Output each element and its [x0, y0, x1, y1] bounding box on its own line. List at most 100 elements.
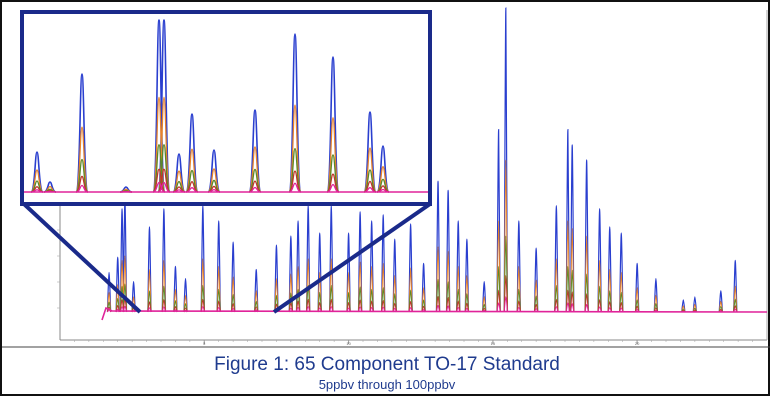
inset-peak-s4-11	[326, 183, 340, 193]
peak-s2-6	[161, 285, 166, 313]
peak-s2-7	[173, 300, 178, 313]
peak-s1-39	[597, 259, 602, 313]
peak-s0-30	[482, 280, 487, 313]
peak-s4-35	[554, 306, 559, 313]
peak-s2-43	[653, 303, 658, 313]
peak-s0-38	[584, 159, 589, 313]
peak-s2-12	[254, 300, 259, 313]
peak-s0-27	[445, 189, 451, 313]
inset-peak-s3-9	[248, 180, 262, 193]
peak-s1-20	[358, 261, 363, 313]
peak-s1-22	[381, 262, 386, 313]
peak-s2-13	[274, 294, 279, 313]
peak-s0-33	[516, 220, 522, 313]
inset-peak-s2-0	[30, 180, 44, 193]
peak-s4-11	[231, 308, 236, 313]
inset-peak-s1-12	[363, 147, 377, 193]
peak-s4-39	[597, 306, 602, 313]
peak-s4-18	[329, 306, 334, 313]
peak-s1-3	[122, 255, 128, 313]
inset-peak-s2-13	[376, 178, 390, 193]
peak-s0-13	[274, 244, 279, 313]
peak-s1-30	[482, 296, 487, 313]
peak-s1-9	[200, 258, 205, 313]
inset-peak-s4-5	[157, 181, 171, 193]
peak-s4-28	[456, 306, 461, 313]
peak-s0-42	[634, 262, 640, 313]
peak-s3-5	[147, 301, 152, 313]
peak-s1-2	[119, 259, 125, 313]
peak-s1-6	[161, 259, 166, 313]
peak-s0-26	[435, 180, 441, 313]
zoom-connector-left	[22, 202, 142, 314]
peak-s3-40	[607, 301, 612, 313]
peak-s1-38	[584, 235, 589, 313]
peak-s0-35	[554, 204, 559, 313]
peak-s3-12	[254, 306, 259, 313]
peak-s0-23	[392, 238, 397, 313]
peak-s4-6	[161, 306, 166, 313]
peak-s1-32	[503, 159, 508, 313]
peak-s0-21	[369, 220, 374, 313]
peak-s1-21	[369, 265, 374, 313]
peak-s3-39	[597, 299, 602, 313]
peak-s3-36	[565, 289, 570, 313]
peak-s4-27	[446, 305, 451, 313]
peak-s2-33	[516, 288, 521, 313]
peak-s4-21	[369, 306, 374, 313]
peak-s0-15	[295, 220, 301, 313]
peak-s2-0	[106, 301, 112, 313]
inset-peak-s2-9	[248, 168, 262, 193]
peak-s3-41	[619, 302, 624, 313]
peak-s1-29	[464, 275, 469, 313]
peak-s3-20	[358, 299, 363, 313]
inset-peak-s4-4	[152, 181, 166, 193]
peak-s2-23	[392, 293, 397, 313]
peak-s3-7	[173, 306, 178, 313]
peak-s1-15	[295, 265, 301, 313]
peak-s2-30	[482, 303, 487, 313]
inset-peak-s1-4	[152, 96, 166, 193]
inset-peak-s1-0	[30, 169, 44, 193]
peak-s1-1	[115, 284, 120, 313]
inset-peak-s3-2	[75, 175, 89, 193]
peak-s4-33	[516, 306, 521, 313]
peak-s3-27	[446, 296, 451, 313]
peak-s3-17	[317, 302, 322, 313]
peak-s3-21	[369, 300, 374, 313]
peak-s4-36	[565, 302, 570, 313]
peak-s0-1	[115, 256, 120, 313]
peak-s2-31	[496, 265, 501, 313]
inset-chromatogram	[24, 19, 428, 193]
peak-s0-4	[131, 280, 136, 313]
peak-s2-9	[200, 284, 205, 313]
peak-s4-19	[346, 307, 351, 313]
figure-caption-subtitle: 5ppbv through 100ppbv	[318, 377, 456, 392]
inset-peak-s1-5	[157, 96, 171, 193]
peak-s2-19	[346, 291, 351, 313]
chromatogram-chart: 5 10 15 20	[2, 7, 770, 348]
peak-s1-34	[534, 279, 539, 313]
series-1	[106, 159, 738, 313]
inset-peak-s1-8	[207, 168, 221, 193]
peak-s1-44	[681, 305, 686, 313]
inset-peak-s4-9	[248, 186, 262, 193]
peak-s2-10	[216, 288, 221, 313]
peak-s4-10	[216, 306, 221, 313]
peak-s4-42	[635, 309, 640, 313]
peak-s3-18	[329, 298, 334, 313]
peak-s2-20	[358, 286, 363, 313]
peak-s4-5	[147, 307, 152, 313]
peak-s3-26	[435, 295, 441, 313]
peak-s0-14	[288, 235, 294, 313]
peak-s0-34	[533, 247, 539, 313]
inset-background	[22, 12, 430, 204]
peak-s2-42	[635, 299, 640, 313]
peak-s4-17	[317, 307, 322, 313]
peak-s1-41	[619, 271, 624, 313]
peak-s3-31	[496, 289, 501, 313]
inset-peak-s1-13	[376, 166, 390, 193]
peak-s0-24	[408, 223, 413, 313]
inset-peak-s3-11	[326, 173, 340, 193]
